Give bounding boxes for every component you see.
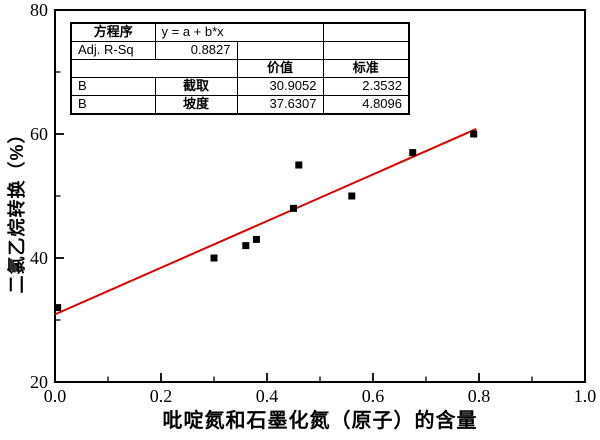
y-tick-label: 60: [30, 124, 48, 144]
fit-line: [54, 127, 477, 316]
data-point: [295, 161, 303, 169]
adj-rsq-value-cell: 0.8827: [154, 41, 238, 60]
x-tick-label: 0.0: [44, 386, 67, 406]
fit-stats-table: 方程序 y = a + b*x Adj. R-Sq 0.8827 价值 标准 B…: [70, 22, 410, 115]
value-header-cell: 价值: [236, 59, 324, 78]
slope-value-cell: 37.6307: [236, 95, 324, 115]
empty-cell: [322, 41, 410, 60]
empty-cell: [70, 59, 238, 78]
y-tick-label: 80: [30, 0, 48, 20]
table-row: 方程序 y = a + b*x: [70, 22, 410, 42]
data-point: [290, 204, 297, 212]
data-point: [54, 304, 62, 312]
table-row: 价值 标准: [70, 59, 410, 78]
intercept-label-cell: 截取: [154, 77, 238, 96]
empty-cell: [236, 41, 324, 60]
std-error-header-cell: 标准: [322, 59, 410, 78]
y-tick-label: 20: [30, 372, 48, 392]
series-cell: B: [70, 95, 156, 115]
data-point: [242, 242, 250, 250]
empty-cell: [322, 22, 410, 42]
intercept-error-cell: 2.3532: [322, 77, 410, 96]
table-row: Adj. R-Sq 0.8827: [70, 41, 410, 60]
data-point: [348, 192, 356, 200]
slope-error-cell: 4.8096: [322, 95, 410, 115]
x-tick-label: 0.2: [150, 386, 173, 406]
table-row: B 截取 30.9052 2.3532: [70, 77, 410, 96]
table-row: B 坡度 37.6307 4.8096: [70, 95, 410, 115]
data-point: [409, 149, 417, 157]
slope-label-cell: 坡度: [154, 95, 238, 115]
series-cell: B: [70, 77, 156, 96]
intercept-value-cell: 30.9052: [236, 77, 324, 96]
y-axis-label: 二氯乙烷转换（%）: [7, 124, 27, 294]
equation-label-cell: 方程序: [70, 22, 156, 42]
x-tick-label: 1.0: [574, 386, 597, 406]
x-tick-label: 0.8: [468, 386, 491, 406]
x-tick-label: 0.4: [256, 386, 279, 406]
x-tick-label: 0.6: [362, 386, 385, 406]
data-point: [252, 235, 260, 243]
y-tick-label: 40: [30, 248, 48, 268]
equation-value-cell: y = a + b*x: [154, 22, 324, 42]
x-axis-label: 吡啶氮和石墨化氮（原子）的含量: [162, 410, 478, 432]
plot-frame: [54, 9, 586, 383]
data-point: [210, 254, 218, 262]
adj-rsq-label-cell: Adj. R-Sq: [70, 41, 156, 60]
data-point: [470, 130, 478, 138]
